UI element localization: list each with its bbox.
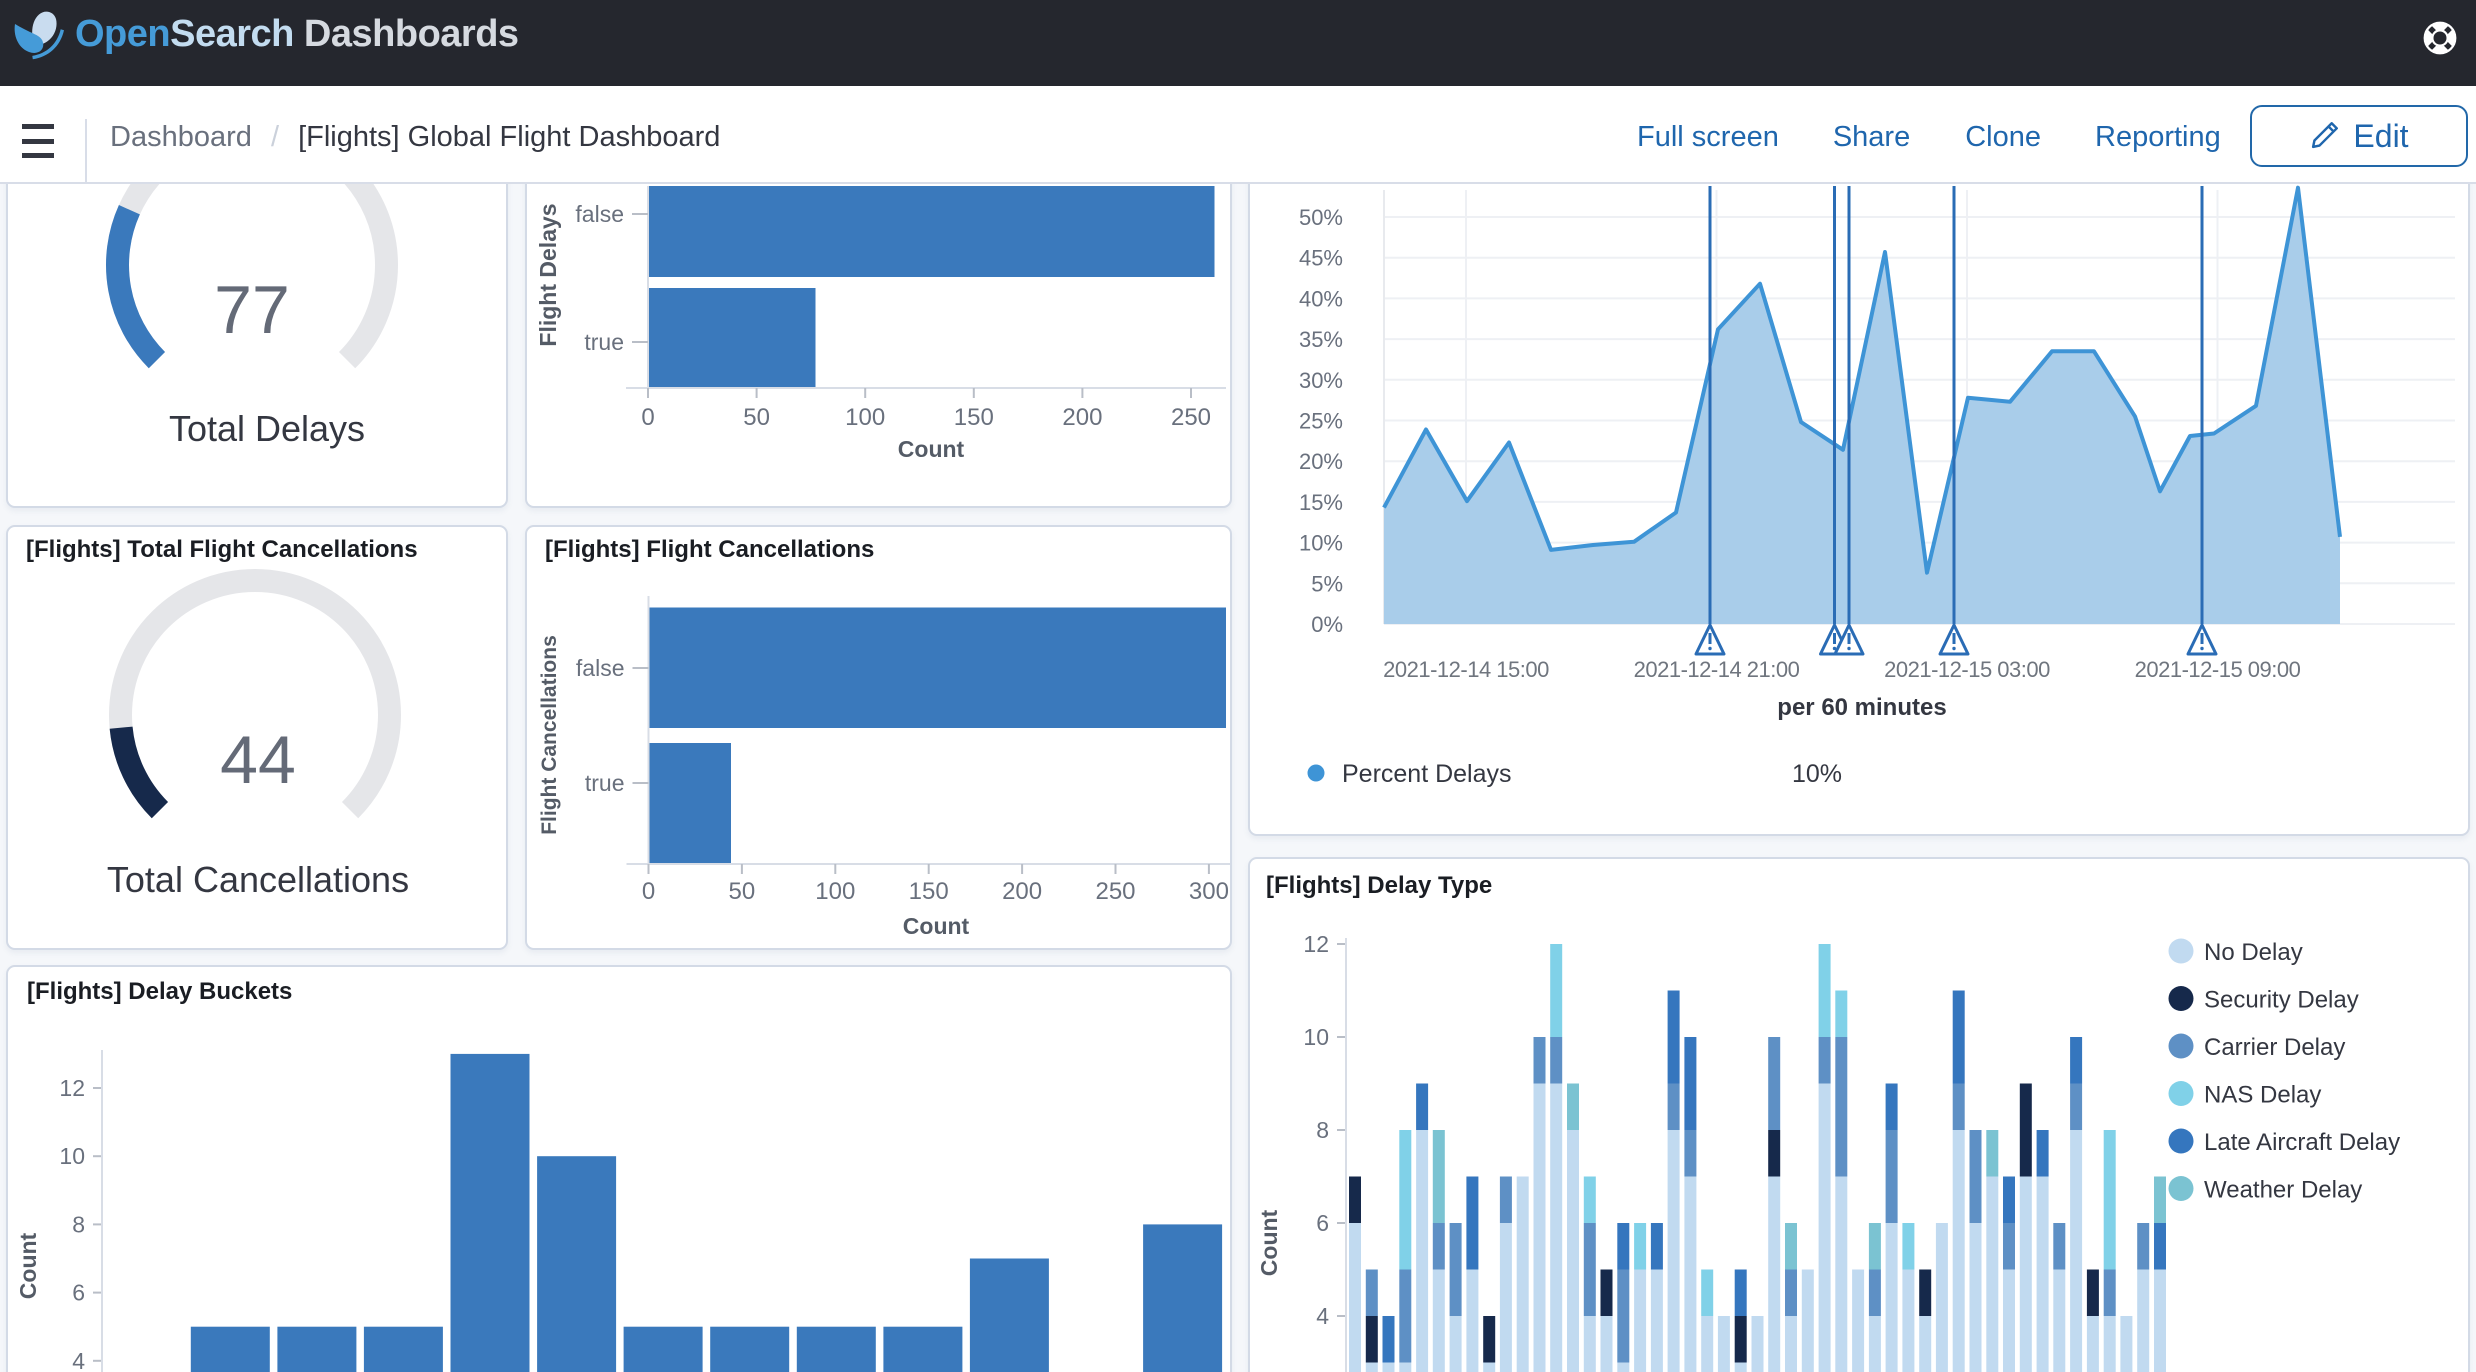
svg-text:10%: 10%: [1792, 760, 1842, 788]
svg-text:Count: Count: [15, 1232, 41, 1299]
svg-text:Security Delay: Security Delay: [2204, 987, 2359, 1014]
svg-text:35%: 35%: [1299, 327, 1343, 352]
svg-text:44: 44: [220, 722, 296, 798]
svg-text:2021-12-15 09:00: 2021-12-15 09:00: [2135, 657, 2301, 682]
svg-text:200: 200: [1062, 404, 1102, 431]
svg-text:No Delay: No Delay: [2204, 939, 2303, 966]
svg-text:12: 12: [1303, 931, 1329, 957]
svg-text:200: 200: [1002, 878, 1042, 905]
svg-text:50%: 50%: [1299, 205, 1343, 230]
svg-text:Weather Delay: Weather Delay: [2204, 1177, 2362, 1204]
svg-text:50: 50: [743, 404, 770, 431]
svg-text:25%: 25%: [1299, 409, 1343, 434]
svg-text:150: 150: [909, 878, 949, 905]
svg-text:Count: Count: [903, 913, 970, 939]
svg-text:4: 4: [72, 1348, 85, 1372]
svg-text:100: 100: [815, 878, 855, 905]
svg-text:[Flights] Total Flight Cancell: [Flights] Total Flight Cancellations: [26, 536, 418, 563]
svg-text:100: 100: [845, 404, 885, 431]
svg-text:10%: 10%: [1299, 531, 1343, 556]
svg-text:0: 0: [642, 878, 655, 905]
svg-text:0: 0: [641, 404, 654, 431]
svg-text:250: 250: [1171, 404, 1211, 431]
svg-text:150: 150: [954, 404, 994, 431]
svg-text:50: 50: [729, 878, 756, 905]
svg-text:300: 300: [1189, 878, 1229, 905]
svg-text:Total Delays: Total Delays: [169, 408, 365, 449]
svg-text:6: 6: [1316, 1210, 1329, 1236]
svg-text:Count: Count: [1256, 1209, 1282, 1276]
svg-text:2021-12-14 15:00: 2021-12-14 15:00: [1383, 657, 1549, 682]
svg-text:6: 6: [72, 1280, 85, 1306]
svg-text:Flight Cancellations: Flight Cancellations: [538, 635, 561, 835]
svg-text:30%: 30%: [1299, 368, 1343, 393]
svg-text:8: 8: [1316, 1117, 1329, 1143]
svg-text:per 60 minutes: per 60 minutes: [1777, 694, 1946, 721]
svg-text:false: false: [575, 201, 624, 227]
svg-text:[Flights] Delay Buckets: [Flights] Delay Buckets: [27, 978, 292, 1005]
svg-text:15%: 15%: [1299, 490, 1343, 515]
svg-text:250: 250: [1095, 878, 1135, 905]
svg-text:false: false: [576, 655, 625, 681]
svg-text:10: 10: [59, 1143, 85, 1169]
svg-text:40%: 40%: [1299, 286, 1343, 311]
svg-text:true: true: [585, 770, 625, 796]
svg-text:8: 8: [72, 1211, 85, 1237]
svg-text:Count: Count: [898, 436, 965, 462]
svg-text:2021-12-14 21:00: 2021-12-14 21:00: [1634, 657, 1800, 682]
svg-text:0%: 0%: [1311, 612, 1343, 637]
svg-text:Percent Delays: Percent Delays: [1342, 760, 1512, 788]
svg-text:20%: 20%: [1299, 449, 1343, 474]
svg-text:12: 12: [59, 1075, 85, 1101]
svg-text:5%: 5%: [1311, 571, 1343, 596]
svg-text:77: 77: [214, 272, 290, 348]
svg-text:NAS Delay: NAS Delay: [2204, 1082, 2321, 1109]
svg-text:45%: 45%: [1299, 246, 1343, 271]
svg-text:Flight Delays: Flight Delays: [535, 203, 561, 346]
svg-text:10: 10: [1303, 1024, 1329, 1050]
svg-text:[Flights] Delay Type: [Flights] Delay Type: [1266, 872, 1492, 899]
svg-text:Carrier Delay: Carrier Delay: [2204, 1034, 2345, 1061]
svg-text:[Flights] Flight Cancellations: [Flights] Flight Cancellations: [545, 536, 874, 563]
svg-text:Late Aircraft Delay: Late Aircraft Delay: [2204, 1129, 2400, 1156]
svg-text:4: 4: [1316, 1303, 1329, 1329]
svg-text:2021-12-15 03:00: 2021-12-15 03:00: [1884, 657, 2050, 682]
svg-text:true: true: [584, 329, 624, 355]
svg-text:Total Cancellations: Total Cancellations: [107, 859, 409, 900]
